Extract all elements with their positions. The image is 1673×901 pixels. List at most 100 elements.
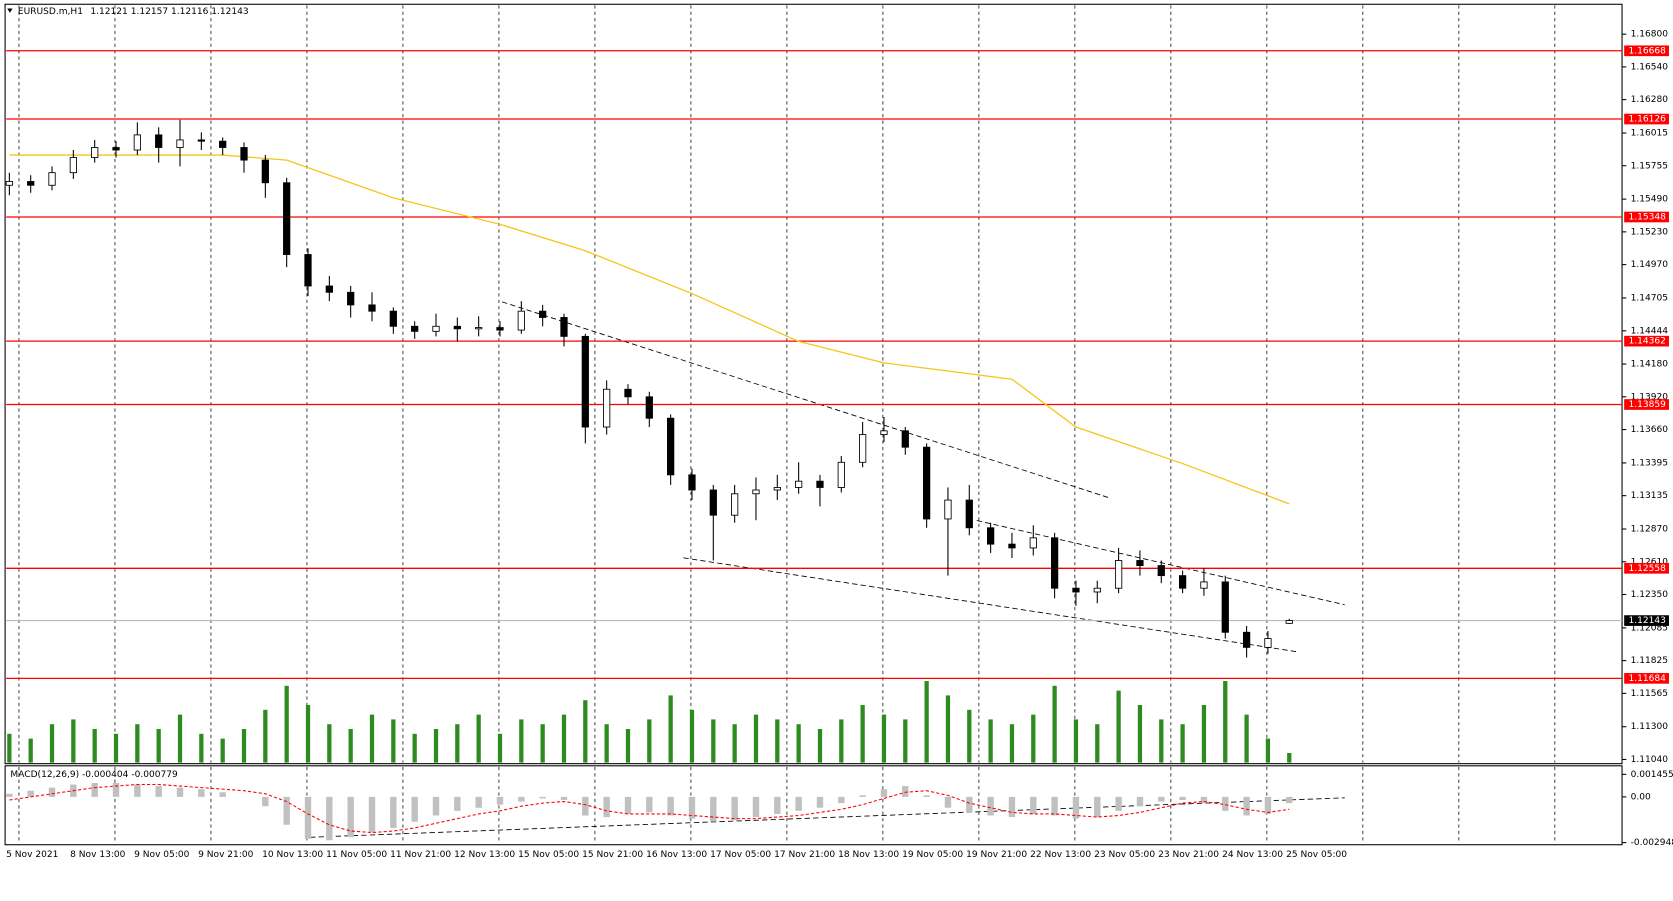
candle-body bbox=[453, 325, 461, 330]
candle-body bbox=[944, 499, 952, 520]
macd-bar bbox=[176, 787, 184, 797]
candle-body bbox=[1008, 543, 1016, 549]
volume-bar bbox=[1095, 724, 1100, 763]
macd-bar bbox=[155, 786, 162, 797]
trend-line bbox=[683, 557, 1297, 653]
candle-body bbox=[688, 474, 696, 491]
candle-body bbox=[496, 327, 504, 331]
candle-body bbox=[816, 480, 824, 488]
volume-bar bbox=[28, 738, 33, 763]
current-price-tag bbox=[1624, 615, 1669, 626]
macd-bar bbox=[880, 789, 888, 797]
volume-bar bbox=[433, 729, 439, 763]
candle-body bbox=[1029, 537, 1037, 549]
macd-bar bbox=[1158, 796, 1165, 802]
y-tick-label: 1.14970 bbox=[1631, 260, 1669, 270]
macd-bar bbox=[390, 796, 397, 828]
volume-bar bbox=[583, 700, 588, 763]
macd-bar bbox=[987, 796, 994, 816]
candle-body bbox=[304, 254, 312, 287]
candle-body bbox=[539, 310, 547, 318]
macd-bar bbox=[731, 796, 738, 821]
x-tick-label: 22 Nov 13:00 bbox=[1030, 850, 1091, 860]
candle-body bbox=[1221, 581, 1229, 633]
y-tick-label: 1.14444 bbox=[1631, 326, 1669, 336]
volume-bar bbox=[241, 729, 247, 763]
macd-bar bbox=[454, 796, 461, 811]
x-tick-label: 16 Nov 13:00 bbox=[646, 850, 707, 860]
macd-bar bbox=[795, 796, 802, 811]
candle-body bbox=[283, 182, 291, 255]
volume-bar bbox=[7, 733, 12, 763]
candle-body bbox=[27, 181, 35, 186]
trend-line bbox=[310, 797, 1345, 838]
y-tick-label: 1.11565 bbox=[1631, 689, 1668, 699]
level-label: 1.15348 bbox=[1628, 213, 1666, 223]
volume-bar bbox=[775, 719, 780, 763]
volume-bar bbox=[1031, 714, 1036, 763]
volume-bar bbox=[199, 733, 204, 763]
macd-bar bbox=[1286, 796, 1293, 804]
macd-bar bbox=[219, 792, 226, 797]
main-panel bbox=[4, 3, 1623, 765]
candle-body bbox=[1285, 620, 1293, 624]
candle-body bbox=[709, 489, 717, 516]
macd-bar bbox=[1051, 796, 1058, 816]
volume-bar bbox=[391, 719, 396, 763]
level-label: 1.16126 bbox=[1628, 115, 1666, 125]
y-tick-label: 1.15755 bbox=[1631, 161, 1668, 171]
volume-bar bbox=[220, 738, 225, 763]
macd-bar bbox=[27, 790, 34, 797]
volume-bar bbox=[135, 724, 140, 763]
volume-bar bbox=[988, 719, 993, 763]
macd-bar bbox=[688, 796, 696, 819]
candle-body bbox=[389, 310, 397, 327]
x-tick-label: 23 Nov 05:00 bbox=[1094, 850, 1155, 860]
x-tick-label: 12 Nov 13:00 bbox=[454, 850, 515, 860]
macd-bar bbox=[944, 796, 952, 808]
macd-title: MACD(12,26,9) -0.000404 -0.000779 bbox=[10, 770, 178, 780]
level-label: 1.12558 bbox=[1628, 564, 1666, 574]
volume-bar bbox=[945, 695, 951, 763]
candle-body bbox=[667, 417, 675, 476]
symbol: EURUSD.m,H1 bbox=[18, 7, 83, 17]
macd-bar bbox=[304, 796, 312, 839]
macd-bar bbox=[667, 796, 674, 816]
volume-bar bbox=[817, 729, 823, 763]
volume-bar bbox=[1116, 690, 1121, 763]
x-tick-label: 18 Nov 13:00 bbox=[838, 850, 899, 860]
macd-bar bbox=[923, 795, 930, 797]
macd-bar bbox=[134, 784, 141, 797]
volume-bar bbox=[1159, 719, 1164, 763]
volume-bar bbox=[1180, 724, 1185, 763]
volume-bar bbox=[753, 714, 759, 763]
macd-tick-label: 0.00 bbox=[1631, 792, 1651, 802]
candle-body bbox=[923, 446, 931, 520]
candle-body bbox=[475, 327, 483, 330]
macd-bar bbox=[582, 796, 589, 816]
volume-bar bbox=[839, 719, 844, 763]
level-tag bbox=[1624, 113, 1669, 125]
candle-body bbox=[965, 499, 973, 529]
candle-body bbox=[986, 527, 995, 545]
macd-bar bbox=[603, 796, 610, 818]
macd-bar bbox=[539, 796, 546, 799]
menu-arrow bbox=[7, 8, 13, 13]
macd-bar bbox=[646, 796, 653, 813]
y-tick-label: 1.14180 bbox=[1631, 360, 1669, 370]
x-tick-label: 10 Nov 13:00 bbox=[262, 850, 323, 860]
candle-body bbox=[69, 157, 77, 174]
candle-body bbox=[261, 159, 269, 184]
candle-body bbox=[1242, 631, 1251, 648]
level-tag bbox=[1624, 562, 1669, 574]
candle-body bbox=[603, 388, 611, 428]
volume-bar bbox=[647, 719, 652, 763]
macd-bar bbox=[368, 796, 376, 833]
y-tick-label: 1.12610 bbox=[1631, 557, 1669, 567]
y-tick-label: 1.13920 bbox=[1631, 392, 1669, 402]
candle-body bbox=[859, 434, 867, 463]
macd-bar bbox=[347, 796, 354, 838]
volume-bar bbox=[49, 724, 55, 763]
macd-bar bbox=[838, 796, 845, 804]
